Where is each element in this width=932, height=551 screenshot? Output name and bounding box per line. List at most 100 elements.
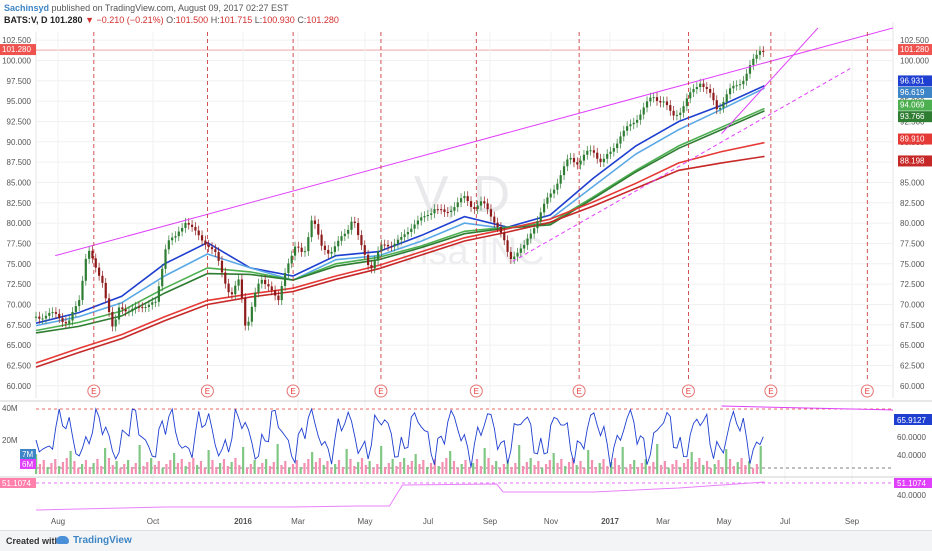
volume-bar	[479, 466, 482, 474]
moving-average-line	[35, 110, 765, 334]
candle-body	[542, 203, 546, 213]
candle-body	[722, 101, 725, 108]
volume-bar	[330, 468, 333, 474]
candle-body	[58, 313, 61, 319]
earnings-marker-label: E	[91, 387, 96, 396]
candle-body	[181, 227, 184, 232]
candle-body	[317, 223, 320, 235]
left-tick-label: 85.000	[7, 178, 32, 187]
high-label: H:	[210, 15, 220, 25]
volume-bar	[184, 466, 187, 474]
candle-body	[313, 220, 317, 224]
indicator-left-label: 40M	[2, 404, 18, 413]
candle-body	[373, 260, 376, 269]
candle-body	[250, 306, 253, 322]
earnings-marker[interactable]	[469, 384, 483, 398]
volume-bar	[69, 451, 72, 474]
earnings-marker-label: E	[865, 387, 870, 396]
candle-body	[559, 175, 562, 184]
volume-bar	[659, 465, 663, 474]
volume-bar	[188, 462, 191, 474]
volume-bar	[341, 467, 344, 474]
earnings-marker[interactable]	[374, 384, 388, 398]
volume-bar	[445, 458, 448, 474]
candle-body	[386, 244, 390, 247]
tradingview-brand-link[interactable]: TradingView	[73, 535, 132, 546]
volume-bar	[127, 460, 130, 474]
volume-bar	[130, 467, 134, 474]
candle-body	[519, 248, 522, 253]
volume-bar	[606, 466, 609, 474]
volume-bar	[694, 462, 697, 474]
volume-bar	[276, 444, 279, 474]
earnings-marker[interactable]	[200, 384, 214, 398]
price-label-bg	[898, 86, 932, 98]
volume-bar	[288, 468, 291, 474]
sub-indicator-pane: 51.1074 51.1074 40.0000	[0, 476, 932, 511]
candle-body	[602, 158, 605, 163]
volume-bar	[219, 463, 222, 474]
left-tick-label: 60.000	[7, 382, 32, 391]
candle-body	[649, 97, 652, 102]
left-tick-label: 102.500	[2, 36, 31, 45]
moving-average-layer	[35, 84, 765, 368]
volume-bar	[541, 468, 544, 474]
volume-bar	[537, 461, 540, 474]
candle-body	[151, 302, 154, 305]
candle-body	[725, 94, 728, 102]
candle-body	[320, 234, 323, 246]
volume-bar	[349, 459, 352, 474]
earnings-marker[interactable]	[860, 384, 874, 398]
candle-body	[54, 312, 58, 314]
volume-bar	[751, 468, 755, 474]
candle-body	[74, 306, 77, 312]
volume-bar	[533, 465, 536, 474]
right-tick-label: 100.000	[900, 56, 929, 65]
earnings-marker[interactable]	[286, 384, 300, 398]
low-label: L:	[254, 15, 263, 25]
earnings-marker-label: E	[768, 387, 773, 396]
volume-bar	[633, 460, 636, 474]
candle-body	[466, 196, 469, 202]
candle-body	[254, 292, 257, 307]
footer-bar: Created with TradingView	[0, 530, 932, 551]
volume-bar	[510, 467, 513, 474]
volume-bar	[755, 464, 758, 474]
candle-body	[157, 286, 160, 302]
symbol-label[interactable]: BATS:V, D	[4, 15, 48, 25]
right-tick-label: 80.000	[900, 219, 925, 228]
volume-bar	[636, 467, 640, 474]
candle-body	[702, 83, 705, 88]
earnings-marker[interactable]	[681, 384, 695, 398]
tradingview-cloud-icon	[56, 536, 69, 544]
candle-body	[84, 258, 87, 281]
volume-bar	[322, 465, 325, 474]
candle-body	[479, 201, 483, 206]
earnings-marker[interactable]	[87, 384, 101, 398]
volume-bar	[736, 462, 739, 474]
candle-body	[161, 268, 164, 287]
volume-bar	[337, 460, 341, 474]
candle-body	[762, 51, 765, 53]
candle-body	[533, 228, 536, 234]
candle-body	[732, 85, 735, 89]
candle-body	[752, 58, 755, 66]
earnings-marker[interactable]	[764, 384, 778, 398]
price-label-bg	[898, 111, 932, 123]
author-name[interactable]: Sachinsyd	[4, 3, 50, 13]
right-tick-label: 60.000	[900, 382, 925, 391]
volume-bar	[464, 460, 467, 474]
price-label: 101.280	[900, 45, 929, 54]
volume-bar	[579, 461, 582, 474]
volume-bar	[84, 460, 88, 474]
candle-body	[609, 151, 612, 155]
volume-bar	[663, 461, 666, 474]
volume-bar	[656, 444, 659, 474]
volume-bar	[81, 464, 84, 474]
volume-bar	[96, 459, 99, 474]
earnings-marker[interactable]	[572, 384, 586, 398]
price-label-bg	[898, 75, 932, 87]
candle-body	[526, 238, 529, 245]
left-tick-label: 80.000	[7, 219, 32, 228]
